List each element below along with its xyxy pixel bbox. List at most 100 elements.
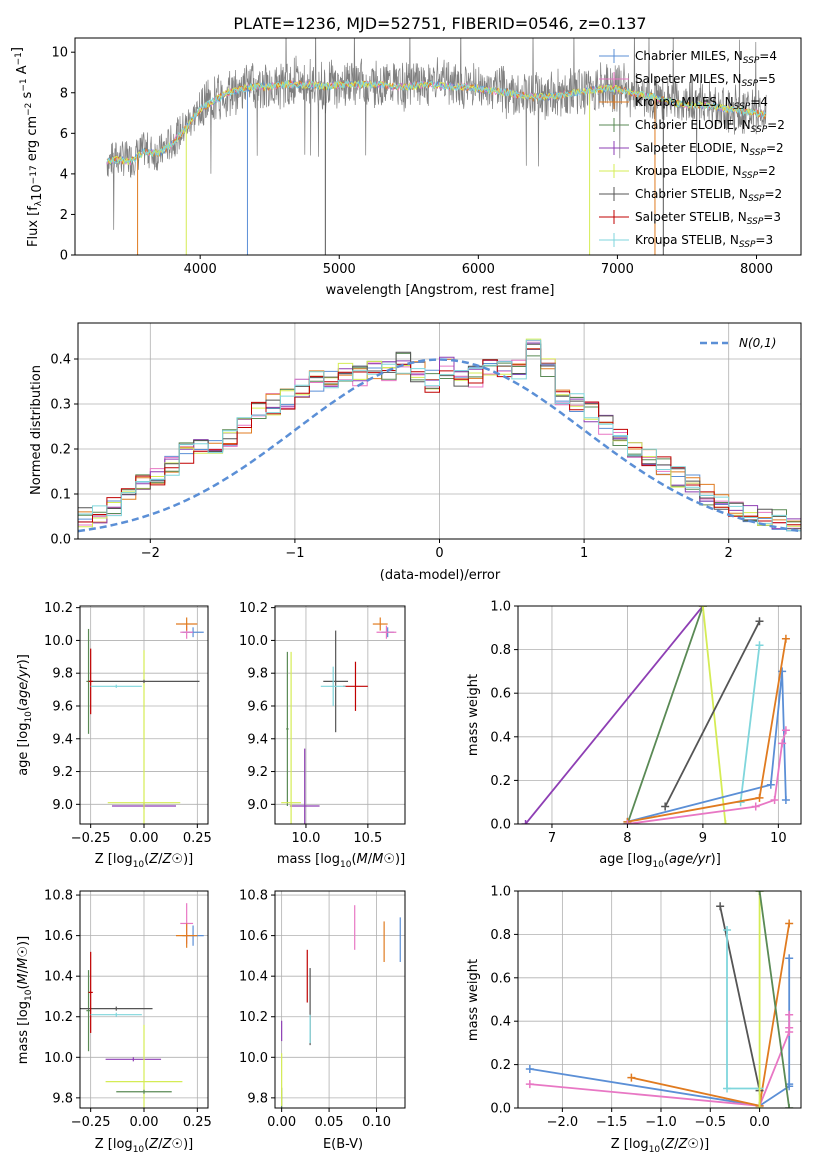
spectrum-ylabel: Flux [fλ10−17 erg cm−2 s−1 A−1] [10, 47, 45, 247]
weight_vs_Z-marker-c_salpeter_miles [785, 1023, 794, 1032]
spectrum-xtick-label: 8000 [740, 262, 773, 277]
weight_vs_Z-xtick-label: 0.0 [749, 1115, 770, 1130]
residuals-frame [77, 322, 802, 540]
age-ylabel-part: ( [16, 706, 31, 711]
mass_vs_ebv-series [281, 905, 401, 1108]
age_vs_mass-ytick-label: 9.2 [247, 765, 268, 780]
legend-entry-count: =4 [750, 95, 768, 109]
weight-age-xlabel-part: )] [711, 852, 721, 867]
weight_vs_age-ytick-label: 0.4 [490, 730, 511, 745]
weight_vs_Z-line-c_salpeter_miles [529, 1014, 791, 1107]
weight_vs_age-marker-c_chabrier_stelib [661, 802, 670, 811]
mass_vs_ebv-ytick-label: 10.4 [239, 970, 268, 985]
age-mass-xlabel-part: )] [395, 852, 405, 867]
residuals-xtick-label: −1 [285, 546, 304, 561]
weight-age-xlabel-part: ( [664, 852, 669, 867]
weight-Z-ylabel: mass weight [466, 959, 481, 1041]
mass_vs_Z-ytick-label: 10.8 [44, 889, 73, 904]
spectrum-observed-line [106, 38, 767, 230]
weight-Z-xlabel-part: 10 [649, 1145, 661, 1155]
mass-Z-xlabel-part: 10 [133, 1145, 145, 1155]
mass_vs_ebv-xtick-label: 0.00 [267, 1115, 296, 1130]
weight_vs_age-marker-c_kroupa_elodie [698, 606, 707, 610]
age_vs_Z-xtick-label: −0.25 [71, 831, 111, 846]
weight-age-xlabel-part: 10 [652, 860, 664, 870]
weight-age-xlabel-part: / [692, 852, 699, 867]
mass-ylabel-part: M [16, 958, 31, 969]
age-Z-xlabel-part: ( [144, 852, 149, 867]
spectrum-ytick-label: 0 [60, 249, 68, 264]
weight-Z-xlabel-part: / [674, 1137, 679, 1152]
weight_vs_age-line-c_chabrier_miles [627, 671, 787, 823]
mass_vs_Z-ytick-label: 10.2 [44, 1010, 73, 1025]
legend-entry-sub: SSP [743, 56, 760, 66]
mass_vs_ebv-frame [274, 890, 406, 1109]
weight_vs_age-marker-c_salpeter_miles [781, 726, 790, 735]
legend-entry-sub: SSP [748, 194, 765, 204]
age-Z-xlabel-part: ☉ [171, 852, 183, 867]
weight_vs_age-marker-c_salpeter_miles [623, 820, 632, 824]
age-Z-xlabel-part: Z [log [95, 852, 133, 867]
spectrum-ytick-label: 10 [51, 46, 68, 61]
residuals-ytick-label: 0.4 [50, 353, 71, 368]
spectrum-xtick-label: 5000 [323, 262, 356, 277]
weight_vs_Z-marker-c_salpeter_miles [525, 1080, 534, 1089]
residuals-histogram-c_kroupa_stelib [78, 339, 801, 532]
mass_vs_Z-ytick-label: 10.6 [44, 929, 73, 944]
weight_vs_Z-marker-c_chabrier_miles [785, 954, 794, 963]
weight_vs_Z-xtick-label: −1.5 [596, 1115, 628, 1130]
legend-entry: Chabrier MILES, NSSP=4 [635, 49, 777, 66]
age-Z-xlabel-part: )] [183, 852, 193, 867]
age_vs_Z-ytick-label: 9.8 [52, 667, 73, 682]
mass_vs_ebv-axes: 0.00 0.05 0.10 9.8 10.0 10.2 10.4 10.6 10.8 [239, 889, 405, 1130]
residuals-ytick-label: 0.3 [50, 398, 71, 413]
weight_vs_Z-axes: −2.0 −1.5 −1.0 −0.5 0.0 0.0 0.2 0.4 0.6 0.8 1.0 [490, 885, 801, 1130]
weight_vs_age-marker-c_chabrier_stelib [755, 617, 764, 626]
residuals-series [78, 338, 801, 539]
age-Z-xlabel-part: 10 [133, 860, 145, 870]
weight_vs_Z-ytick-label: 0.0 [490, 1102, 511, 1117]
mass_vs_Z-xtick-label: −0.25 [71, 1115, 111, 1130]
weight_vs_age-line-c_kroupa_miles [627, 638, 787, 823]
spectrum-ylabel-part: −17 [29, 165, 39, 184]
age-ylabel-part: )] [16, 654, 31, 664]
spectrum-ylabel-part: −1 [14, 52, 24, 65]
spectrum-xtick-label: 6000 [462, 262, 495, 277]
weight-Z-xlabel-part: Z [664, 1137, 675, 1152]
age_vs_mass-series [281, 617, 397, 824]
age_vs_Z-axes: −0.25 0.00 0.25 9.0 9.2 9.4 9.6 9.8 10.0 10.2 [44, 601, 212, 846]
weight-Z-xlabel-part: Z [log [611, 1137, 649, 1152]
weight-Z-xlabel: Z [log10(Z/Z☉)] [611, 1137, 709, 1155]
weight_vs_age-marker-c_chabrier_miles [778, 667, 787, 676]
legend-entry-label: Salpeter STELIB, N [635, 210, 747, 224]
mass_vs_ebv-xtick-label: 0.05 [315, 1115, 344, 1130]
age_vs_mass-xtick-label: 10.5 [353, 831, 382, 846]
age-Z-xlabel-part: Z [162, 852, 173, 867]
legend-entry: Salpeter STELIB, NSSP=3 [635, 210, 781, 227]
residuals-xlabel: (data-model)/error [380, 568, 501, 583]
mass-ylabel: mass [log10(M/M☉)] [16, 936, 34, 1064]
legend-entry-label: Salpeter MILES, N [635, 72, 742, 86]
age_vs_Z-xtick-label: 0.25 [183, 831, 212, 846]
mass-Z-xlabel-part: Z [log [95, 1137, 133, 1152]
mass-Z-xlabel-part: / [158, 1137, 163, 1152]
weight_vs_age-xtick-label: 10 [770, 831, 787, 846]
spectrum-xtick-label: 4000 [184, 262, 217, 277]
weight_vs_age-xtick-label: 7 [548, 831, 556, 846]
age_vs_mass-ytick-label: 9.8 [247, 667, 268, 682]
age_vs_Z-ytick-label: 10.2 [44, 601, 73, 616]
residuals-histogram-c_kroupa_miles [78, 348, 801, 525]
weight_vs_Z-marker-c_chabrier_miles [525, 1064, 534, 1073]
weight-age-ylabel: mass weight [466, 674, 481, 756]
weight_vs_Z-series [525, 891, 794, 1108]
age_vs_Z-ytick-label: 9.0 [52, 798, 73, 813]
age_vs_Z-ytick-label: 9.4 [52, 732, 73, 747]
weight_vs_Z-marker-c_chabrier_stelib [716, 902, 725, 911]
weight_vs_Z-marker-c_chabrier_elodie [755, 891, 764, 895]
age-Z-xlabel-part: Z [148, 852, 159, 867]
residuals-ytick-label: 0.1 [50, 488, 71, 503]
mass-ylabel-part: M [16, 973, 31, 984]
legend-entry-count: =4 [759, 49, 777, 63]
spectrum-xtick-label: 7000 [601, 262, 634, 277]
